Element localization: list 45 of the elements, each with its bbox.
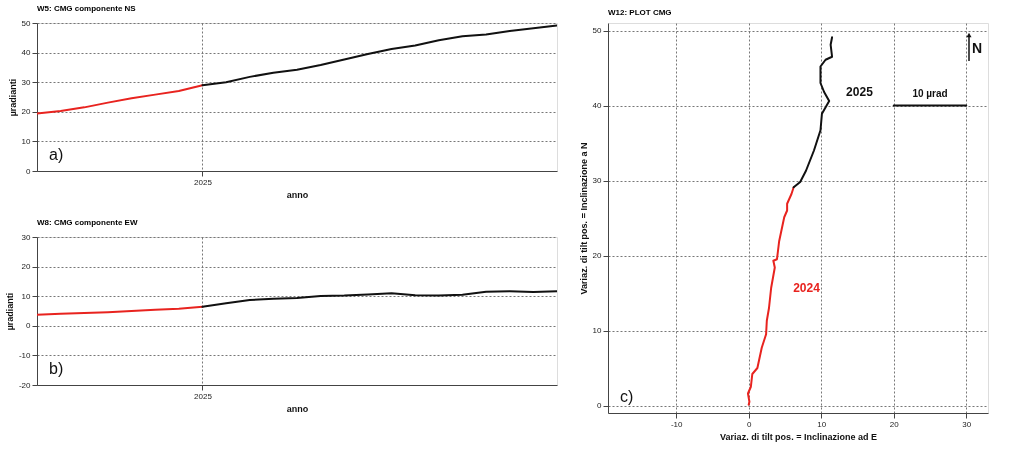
x-tick-label: 20 (889, 419, 900, 429)
x-axis-title: Variaz. di tilt pos. = Inclinazione ad E (720, 431, 877, 442)
x-tick-label: 0 (746, 419, 752, 429)
line-series (746, 186, 795, 406)
line-series (201, 24, 557, 87)
chart-title: W12: PLOT CMG (608, 8, 672, 17)
annotation: 10 µrad (912, 87, 948, 99)
y-tick-label: 20 (592, 251, 603, 260)
y-axis-title: µradianti (7, 78, 18, 117)
y-tick-label: -20 (18, 380, 32, 390)
chart-title: W8: CMG componente EW (37, 218, 138, 227)
line-series (37, 84, 204, 115)
annotation: a) (49, 146, 64, 163)
annotation: N (972, 40, 983, 56)
y-tick-label: 10 (592, 326, 603, 335)
y-tick-label: 0 (597, 401, 603, 410)
y-axis-title: Variaz. di tilt pos. = Inclinazione a N (578, 142, 589, 295)
y-tick-label: 50 (592, 26, 603, 35)
y-tick-label: 30 (592, 176, 603, 185)
y-tick-label: -10 (18, 350, 32, 360)
y-tick-label: 10 (21, 136, 32, 146)
x-axis-title: anno (286, 403, 309, 414)
series-label: 2024 (793, 280, 821, 295)
line-series (792, 36, 834, 189)
series-label: 2025 (846, 85, 874, 99)
y-tick-label: 30 (21, 232, 32, 242)
x-axis-title: anno (286, 189, 309, 200)
y-tick-label: 10 (21, 291, 32, 301)
annotation: c) (620, 388, 634, 405)
y-tick-label: 30 (21, 77, 32, 87)
x-tick-label: 30 (962, 419, 972, 429)
y-tick-label: 0 (26, 166, 32, 176)
y-tick-label: 20 (21, 262, 32, 272)
line-series (37, 305, 204, 316)
x-tick-label: 10 (817, 419, 827, 429)
y-tick-label: 20 (21, 107, 32, 117)
y-axis-title: µradianti (4, 292, 15, 331)
x-tick-label: -10 (670, 419, 683, 429)
y-tick-label: 40 (21, 48, 32, 58)
chart-title: W5: CMG componente NS (37, 4, 137, 13)
y-tick-label: 40 (592, 101, 603, 110)
annotation: b) (49, 360, 64, 377)
y-tick-label: 50 (21, 18, 32, 28)
line-series (201, 290, 557, 308)
y-tick-label: 0 (26, 321, 32, 331)
